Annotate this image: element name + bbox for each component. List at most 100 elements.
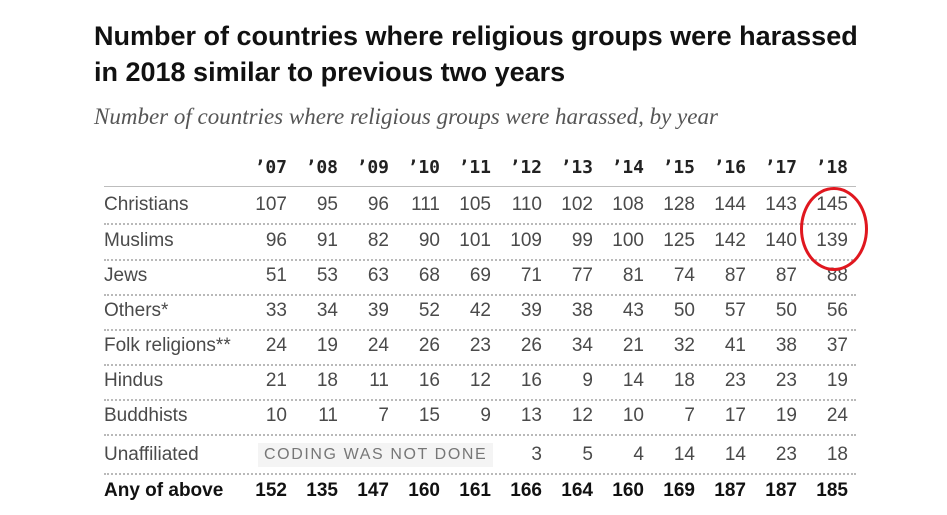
table-cell: 42 — [469, 300, 491, 321]
table-cell: 187 — [765, 480, 797, 501]
table-cell: 105 — [459, 194, 491, 215]
table-cell: 10 — [622, 405, 644, 426]
row-label: Muslims — [104, 230, 174, 251]
table-cell: 12 — [469, 370, 491, 391]
table-cell: 63 — [367, 265, 389, 286]
coding-note: CODING WAS NOT DONE — [258, 443, 494, 467]
table-cell: 19 — [316, 335, 338, 356]
table-cell: 23 — [724, 370, 746, 391]
table-cell: 11 — [369, 370, 389, 391]
table-cell: 96 — [265, 230, 287, 251]
row-label: Any of above — [104, 480, 224, 501]
table-cell: 74 — [673, 265, 695, 286]
row-label: Folk religions** — [104, 335, 231, 356]
row-separator — [104, 364, 856, 366]
row-separator — [104, 473, 856, 475]
column-header: ’18 — [815, 157, 848, 178]
row-label: Buddhists — [104, 405, 188, 426]
table-cell: 82 — [367, 230, 389, 251]
header-rule — [104, 186, 856, 187]
table-cell: 96 — [367, 194, 389, 215]
table-cell: 77 — [571, 265, 593, 286]
table-cell: 38 — [775, 335, 797, 356]
table-cell: 15 — [418, 405, 440, 426]
table-cell: 161 — [459, 480, 491, 501]
table-cell: 87 — [724, 265, 746, 286]
table-cell: 50 — [673, 300, 695, 321]
table-cell: 18 — [316, 370, 338, 391]
table-cell: 57 — [724, 300, 746, 321]
column-header: ’09 — [356, 157, 389, 178]
table-cell: 19 — [775, 405, 797, 426]
table-cell: 4 — [633, 444, 644, 465]
table-cell: 109 — [510, 230, 542, 251]
table-cell: 21 — [622, 335, 644, 356]
table-cell: 108 — [612, 194, 644, 215]
column-header: ’13 — [560, 157, 593, 178]
row-separator — [104, 294, 856, 296]
row-separator — [104, 329, 856, 331]
table-cell: 143 — [765, 194, 797, 215]
table-cell: 17 — [724, 405, 746, 426]
table-cell: 34 — [316, 300, 338, 321]
table-cell: 19 — [826, 370, 848, 391]
table-cell: 23 — [469, 335, 491, 356]
table-cell: 23 — [775, 370, 797, 391]
table-cell: 125 — [663, 230, 695, 251]
table-cell: 107 — [255, 194, 287, 215]
table-cell: 56 — [826, 300, 848, 321]
highlight-circle — [800, 187, 868, 271]
table-cell: 38 — [571, 300, 593, 321]
table-cell: 51 — [265, 265, 287, 286]
table-cell: 160 — [612, 480, 644, 501]
row-separator — [104, 223, 856, 225]
column-header: ’15 — [662, 157, 695, 178]
table-cell: 68 — [418, 265, 440, 286]
table-cell: 69 — [469, 265, 491, 286]
table-cell: 9 — [582, 370, 593, 391]
chart-subtitle: Number of countries where religious grou… — [94, 104, 718, 129]
row-label: Hindus — [104, 370, 164, 391]
column-header: ’10 — [407, 157, 440, 178]
table-cell: 24 — [826, 405, 848, 426]
table-cell: 43 — [622, 300, 644, 321]
table-cell: 14 — [724, 444, 746, 465]
table-cell: 128 — [663, 194, 695, 215]
row-label: Jews — [104, 265, 148, 286]
table-cell: 99 — [571, 230, 593, 251]
table-cell: 52 — [418, 300, 440, 321]
table-cell: 32 — [673, 335, 695, 356]
row-label: Christians — [104, 194, 189, 215]
column-header: ’07 — [254, 157, 287, 178]
table-cell: 11 — [318, 405, 338, 426]
table-cell: 166 — [510, 480, 542, 501]
table-cell: 18 — [673, 370, 695, 391]
table-cell: 34 — [571, 335, 593, 356]
row-separator — [104, 259, 856, 261]
table-cell: 26 — [418, 335, 440, 356]
table-cell: 24 — [367, 335, 389, 356]
table-cell: 187 — [714, 480, 746, 501]
table-cell: 185 — [816, 480, 848, 501]
table-cell: 81 — [622, 265, 644, 286]
table-cell: 39 — [520, 300, 542, 321]
table-cell: 160 — [408, 480, 440, 501]
table-cell: 90 — [418, 230, 440, 251]
table-cell: 10 — [265, 405, 287, 426]
row-label: Others* — [104, 300, 169, 321]
table-cell: 71 — [520, 265, 542, 286]
table-cell: 12 — [571, 405, 593, 426]
table-cell: 91 — [316, 230, 338, 251]
table-cell: 13 — [520, 405, 542, 426]
table-cell: 16 — [418, 370, 440, 391]
table-cell: 144 — [714, 194, 746, 215]
column-header: ’14 — [611, 157, 644, 178]
table-cell: 18 — [826, 444, 848, 465]
column-header: ’08 — [305, 157, 338, 178]
table-cell: 3 — [531, 444, 542, 465]
row-separator — [104, 434, 856, 436]
column-header: ’11 — [458, 157, 491, 178]
table-cell: 101 — [459, 230, 491, 251]
table-cell: 9 — [480, 405, 491, 426]
